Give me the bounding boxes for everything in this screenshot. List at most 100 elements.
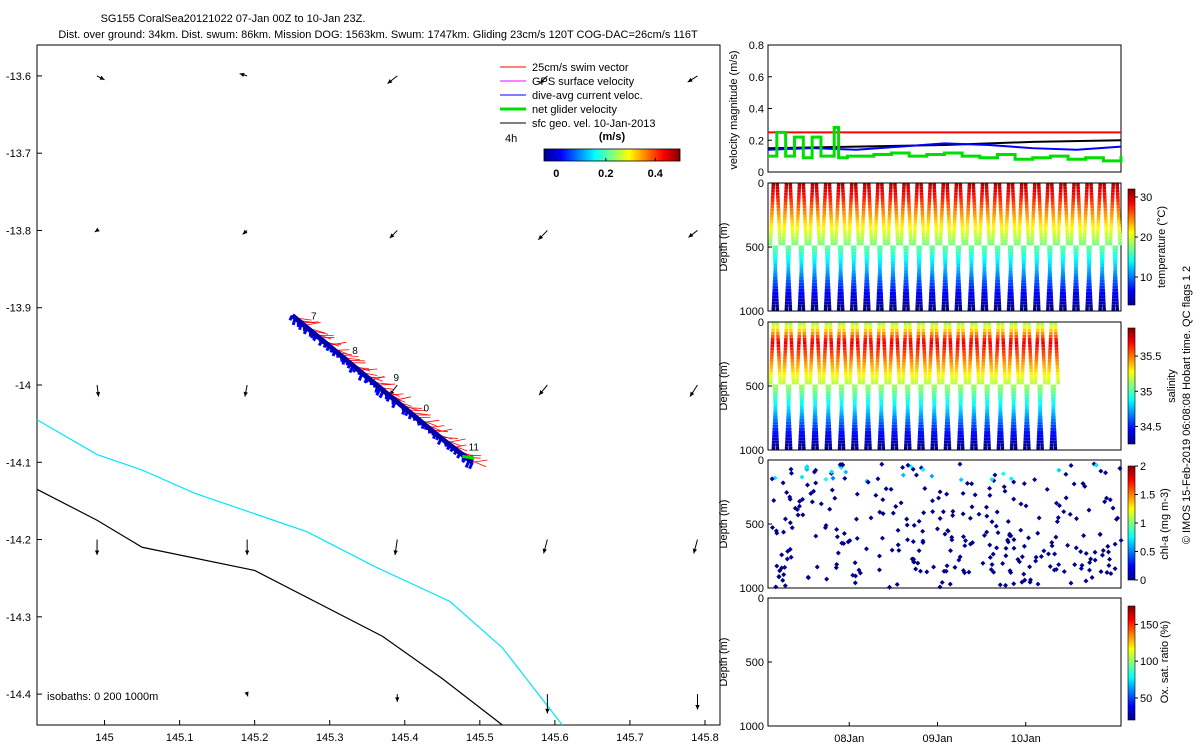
profile-sample xyxy=(1072,301,1077,305)
profile-sample xyxy=(1101,285,1105,289)
profile-sample xyxy=(891,431,896,434)
profile-sample xyxy=(982,334,987,338)
profile-sample xyxy=(1050,387,1055,391)
profile-sample xyxy=(772,254,777,258)
profile-sample xyxy=(1041,344,1045,348)
profile-sample xyxy=(817,242,822,246)
profile-sample xyxy=(1013,443,1018,447)
current-vector xyxy=(687,75,698,83)
profile-sample xyxy=(1116,199,1120,202)
chl-sample xyxy=(1117,465,1123,471)
profile-sample xyxy=(906,186,910,190)
profile-sample xyxy=(1071,189,1076,193)
profile-sample xyxy=(969,334,974,338)
profile-sample xyxy=(842,341,847,345)
profile-sample xyxy=(799,424,803,428)
profile-sample xyxy=(931,384,935,388)
profile-sample xyxy=(988,338,992,341)
profile-sample xyxy=(989,362,993,366)
profile-sample xyxy=(977,242,982,246)
profile-sample xyxy=(1085,183,1089,187)
profile-sample xyxy=(985,199,989,202)
profile-sample xyxy=(930,437,935,441)
profile-sample xyxy=(850,325,855,329)
profile-sample xyxy=(1033,381,1038,385)
profile-sample xyxy=(827,186,832,190)
profile-sample xyxy=(907,205,911,209)
profile-sample xyxy=(1017,242,1021,246)
profile-sample xyxy=(987,443,991,447)
profile-sample xyxy=(836,199,840,202)
profile-sample xyxy=(891,273,896,277)
profile-sample xyxy=(852,390,856,394)
map-y-tick-label: -13.9 xyxy=(6,303,31,315)
profile-sample xyxy=(895,233,900,237)
profile-sample xyxy=(965,217,970,221)
profile-sample xyxy=(1052,236,1057,240)
profile-sample xyxy=(1025,211,1029,215)
profile-sample xyxy=(848,220,852,224)
profile-sample xyxy=(954,189,958,193)
profile-sample xyxy=(853,406,857,410)
profile-sample xyxy=(803,211,807,215)
profile-sample xyxy=(1051,400,1055,403)
profile-sample xyxy=(840,384,845,388)
profile-sample xyxy=(985,205,990,209)
profile-sample xyxy=(825,424,830,428)
profile-sample xyxy=(908,328,912,332)
profile-sample xyxy=(834,226,839,230)
profile-sample xyxy=(813,400,817,403)
profile-sample xyxy=(804,372,808,376)
swim-vector xyxy=(395,396,412,401)
profile-sample xyxy=(1018,205,1023,209)
profile-sample xyxy=(1085,189,1089,193)
profile-sample xyxy=(962,356,967,360)
profile-sample xyxy=(1013,440,1018,444)
profile-sample xyxy=(973,437,978,441)
chl-sample xyxy=(992,472,998,478)
chl-sample xyxy=(818,501,824,507)
profile-sample xyxy=(981,295,985,299)
profile-sample xyxy=(910,375,915,379)
profile-sample xyxy=(1074,273,1079,277)
profile-sample xyxy=(937,375,941,379)
profile-sample xyxy=(917,440,922,444)
chl-sample xyxy=(1105,549,1111,555)
profile-sample xyxy=(1064,220,1069,224)
salinity-ylabel: Depth (m) xyxy=(718,362,730,411)
profile-sample xyxy=(979,211,983,215)
profile-sample xyxy=(1042,362,1046,366)
map-x-tick-label: 145.3 xyxy=(316,732,344,744)
profile-sample xyxy=(1109,217,1114,221)
profile-sample xyxy=(862,186,867,190)
profile-sample xyxy=(1031,205,1036,209)
profile-sample xyxy=(997,307,1002,311)
profile-sample xyxy=(899,239,904,243)
profile-sample xyxy=(892,406,897,410)
profile-sample xyxy=(1098,183,1102,187)
profile-sample xyxy=(904,431,909,434)
profile-sample xyxy=(768,381,773,385)
profile-sample xyxy=(809,356,814,360)
profile-sample xyxy=(891,427,896,431)
profile-sample xyxy=(928,186,932,190)
profile-sample xyxy=(788,434,792,438)
chl-sample xyxy=(893,504,899,509)
profile-sample xyxy=(1026,384,1030,388)
profile-sample xyxy=(988,353,993,357)
profile-sample xyxy=(787,412,791,416)
profile-sample xyxy=(940,208,944,212)
chl-sample xyxy=(800,512,806,518)
profile-sample xyxy=(1027,446,1031,450)
profile-sample xyxy=(946,421,951,425)
profile-sample xyxy=(895,331,899,335)
profile-sample xyxy=(769,220,774,224)
chl-sample xyxy=(1033,558,1039,564)
chl-sample xyxy=(1092,557,1098,563)
profile-sample xyxy=(944,434,948,438)
profile-sample xyxy=(982,338,987,341)
profile-sample xyxy=(782,378,786,382)
profile-sample xyxy=(1006,183,1011,187)
profile-sample xyxy=(893,421,898,425)
profile-sample xyxy=(1022,334,1027,338)
